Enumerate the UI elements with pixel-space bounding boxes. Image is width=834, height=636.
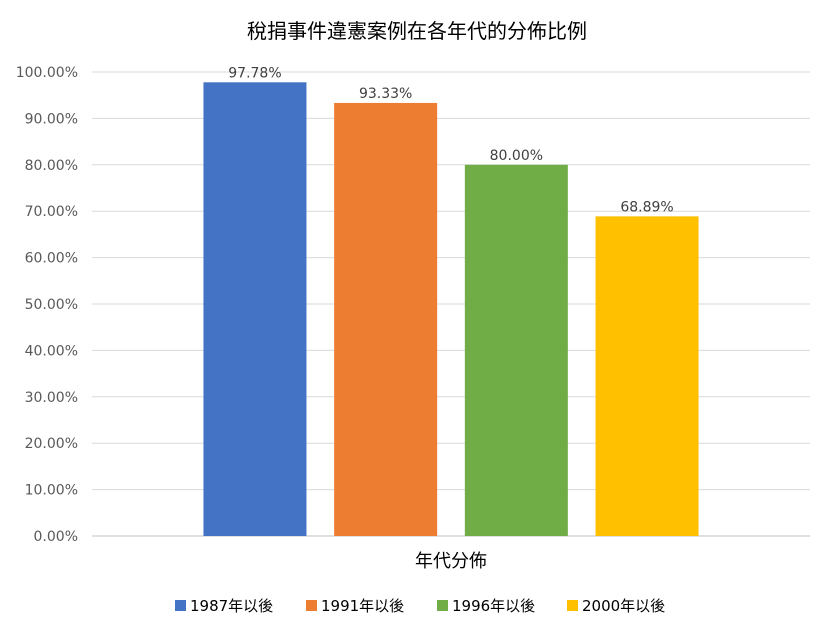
legend-item: 2000年以後 xyxy=(567,597,665,615)
y-tick-label: 50.00% xyxy=(25,297,78,313)
y-tick-label: 20.00% xyxy=(25,436,78,452)
data-label: 68.89% xyxy=(620,199,673,215)
legend-item: 1996年以後 xyxy=(437,597,535,615)
legend-label: 1991年以後 xyxy=(321,597,404,615)
bar-1 xyxy=(203,82,307,537)
y-tick-label: 90.00% xyxy=(25,111,78,127)
y-axis-ticks: 0.00% 10.00% 20.00% 30.00% 40.00% 50.00% 60.00… xyxy=(16,65,78,545)
y-tick-label: 30.00% xyxy=(25,390,78,406)
bar-2 xyxy=(334,102,438,537)
legend-swatch xyxy=(567,600,578,611)
data-labels: 97.78% 93.33% 80.00% 68.89% xyxy=(228,65,673,215)
bar-3 xyxy=(464,164,568,537)
legend-swatch xyxy=(437,600,448,611)
y-tick-label: 80.00% xyxy=(25,158,78,174)
y-tick-label: 40.00% xyxy=(25,343,78,359)
legend: 1987年以後 1991年以後 1996年以後 2000年以後 xyxy=(175,597,665,615)
legend-item: 1991年以後 xyxy=(306,597,404,615)
legend-swatch xyxy=(306,600,317,611)
y-tick-label: 100.00% xyxy=(16,65,78,81)
y-tick-label: 60.00% xyxy=(25,251,78,267)
bars xyxy=(203,82,699,537)
legend-label: 1996年以後 xyxy=(452,597,535,615)
legend-item: 1987年以後 xyxy=(175,597,273,615)
legend-swatch xyxy=(175,600,186,611)
y-tick-label: 10.00% xyxy=(25,483,78,499)
y-tick-label: 70.00% xyxy=(25,204,78,220)
data-label: 93.33% xyxy=(359,86,412,102)
bar-4 xyxy=(595,216,699,536)
x-axis-label: 年代分佈 xyxy=(415,551,487,572)
data-label: 80.00% xyxy=(490,148,543,164)
y-tick-label: 0.00% xyxy=(34,529,78,545)
chart-title: 稅捐事件違憲案例在各年代的分佈比例 xyxy=(247,19,587,43)
data-label: 97.78% xyxy=(228,65,281,81)
legend-label: 2000年以後 xyxy=(582,597,665,615)
gridlines xyxy=(92,71,810,537)
legend-label: 1987年以後 xyxy=(190,597,273,615)
